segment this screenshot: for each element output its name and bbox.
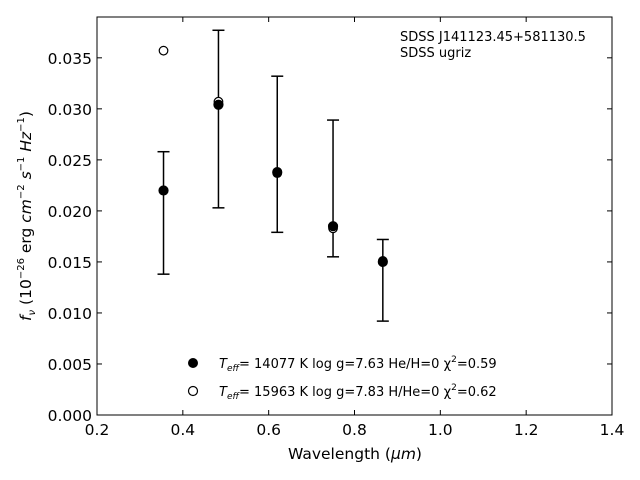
x-tick-label: 0.4 xyxy=(171,421,196,439)
y-tick-label: 0.025 xyxy=(48,152,92,170)
y-tick-label: 0.020 xyxy=(48,203,92,221)
filled-marker-point xyxy=(377,256,388,268)
annotation-object-name: SDSS J141123.45+581130.5 xyxy=(400,30,586,45)
filled-marker-point xyxy=(158,185,169,196)
legend-marker-filled xyxy=(188,358,198,368)
x-tick-label: 0.6 xyxy=(256,421,281,439)
x-tick-label: 0.8 xyxy=(342,421,367,439)
plot-area-frame xyxy=(96,16,613,416)
annotation-filter-set: SDSS ugriz xyxy=(400,46,471,61)
y-tick-label: 0.000 xyxy=(48,407,92,425)
y-tick-label: 0.005 xyxy=(48,356,92,374)
legend-entry-2: Teff= 15963 K log g=7.83 H/He=0 χ2=0.62 xyxy=(219,383,497,402)
filled-marker-point xyxy=(327,221,339,232)
y-axis-ticks: 0.000 0.005 0.010 0.015 0.020 0.025 0.030 0.035 xyxy=(48,50,612,425)
x-axis-label: Wavelength (μm) xyxy=(288,445,422,463)
y-axis-label: fν (10−26 erg cm−2 s−1 Hz−1) xyxy=(16,111,38,321)
legend-entry-1: Teff= 14077 K log g=7.63 He/H=0 χ2=0.59 xyxy=(219,355,497,374)
filled-marker-point xyxy=(272,167,283,178)
x-tick-label: 1.4 xyxy=(600,421,625,439)
data-markers xyxy=(158,45,388,268)
x-tick-label: 1.0 xyxy=(428,421,453,439)
error-bars xyxy=(157,29,389,322)
legend: Teff= 14077 K log g=7.63 He/H=0 χ2=0.59 … xyxy=(187,355,497,402)
x-tick-label: 1.2 xyxy=(514,421,539,439)
legend-marker-open xyxy=(187,385,199,397)
y-tick-label: 0.015 xyxy=(48,254,92,272)
y-tick-label: 0.035 xyxy=(48,50,92,68)
x-tick-label: 0.2 xyxy=(85,421,110,439)
open-marker-point xyxy=(158,45,169,56)
filled-marker-point xyxy=(213,99,224,110)
x-axis-ticks: 0.2 0.4 0.6 0.8 1.0 1.2 1.4 xyxy=(85,17,625,439)
y-tick-label: 0.030 xyxy=(48,101,92,119)
y-tick-label: 0.010 xyxy=(48,305,92,323)
